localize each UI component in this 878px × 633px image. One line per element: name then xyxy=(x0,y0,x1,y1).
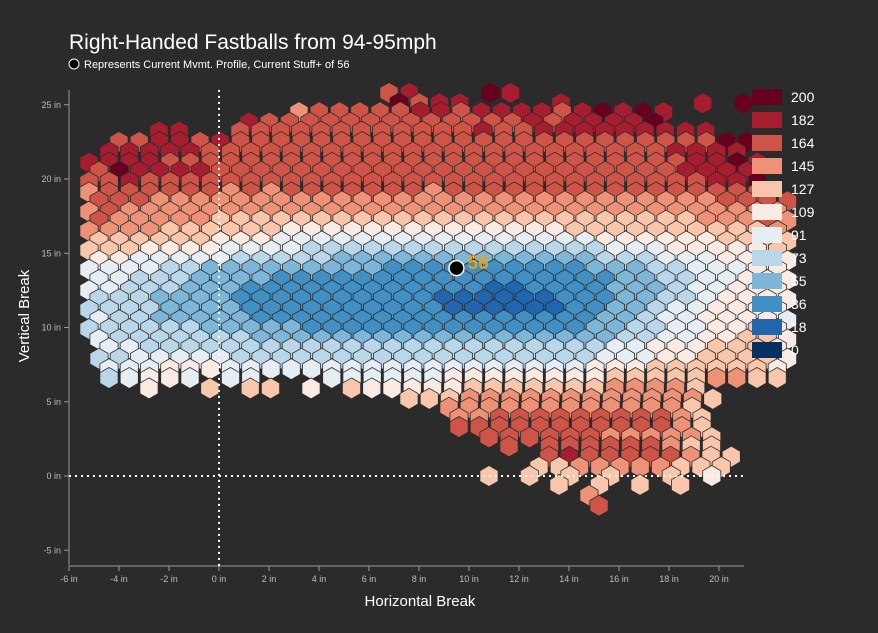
hex-bin xyxy=(139,377,159,400)
x-tick-label: 4 in xyxy=(312,574,327,584)
hex-bin xyxy=(727,367,747,389)
x-tick-label: 18 in xyxy=(659,574,679,584)
legend-label: 164 xyxy=(791,135,815,151)
legend-swatch xyxy=(752,135,782,151)
legend-swatch xyxy=(752,158,782,174)
y-tick-label: 5 in xyxy=(46,397,61,407)
x-tick-label: 16 in xyxy=(609,574,629,584)
x-tick-label: -4 in xyxy=(110,574,128,584)
legend-swatch xyxy=(752,227,782,243)
chart-subtitle: Represents Current Mvmt. Profile, Curren… xyxy=(84,59,349,71)
legend-label: 55 xyxy=(791,273,807,289)
hex-bin xyxy=(99,367,119,389)
hex-bin xyxy=(630,473,650,496)
legend-swatch xyxy=(752,273,782,289)
legend-label: 91 xyxy=(791,227,807,243)
hex-bin xyxy=(322,367,342,389)
current-point-layer: 56 xyxy=(448,253,489,277)
x-tick-label: 6 in xyxy=(362,574,377,584)
y-tick-label: -5 in xyxy=(43,545,61,555)
y-tick-label: 20 in xyxy=(41,174,61,184)
hex-bin xyxy=(160,367,180,389)
y-tick-label: 10 in xyxy=(41,323,61,333)
legend-label: 18 xyxy=(791,319,807,335)
hex-bin xyxy=(499,435,519,458)
legend-swatch xyxy=(752,342,782,358)
legend-swatch xyxy=(752,319,782,335)
hex-bin xyxy=(480,81,500,104)
x-axis-label: Horizontal Break xyxy=(365,593,476,610)
axes: -6 in -4 in -2 in 0 in 2 in 4 in 6 in 8 in 10 in… xyxy=(41,89,744,584)
y-tick-label: 15 in xyxy=(41,248,61,258)
x-tick-label: 8 in xyxy=(412,574,427,584)
x-tick-label: 20 in xyxy=(709,574,729,584)
legend-swatch xyxy=(752,181,782,197)
legend-label: 73 xyxy=(791,250,807,266)
hex-bin xyxy=(419,387,439,410)
hex-bin xyxy=(281,358,301,381)
chart-title: Right-Handed Fastballs from 94-95mph xyxy=(69,31,437,54)
legend-swatch xyxy=(752,204,782,220)
hex-bin xyxy=(747,367,767,389)
hex-bin xyxy=(382,377,402,400)
x-tick-label: -2 in xyxy=(160,574,178,584)
hex-bin xyxy=(399,387,419,410)
legend-label: 200 xyxy=(791,89,815,105)
x-tick-label: 2 in xyxy=(262,574,277,584)
x-tick-label: 10 in xyxy=(459,574,479,584)
hex-bin xyxy=(693,92,713,115)
legend-swatch xyxy=(752,296,782,312)
hex-bin xyxy=(341,377,362,400)
hex-bin xyxy=(767,367,787,389)
hex-bin xyxy=(220,367,241,389)
legend-label: 36 xyxy=(791,296,807,312)
hex-bin xyxy=(589,494,609,517)
hex-bin xyxy=(362,377,382,400)
legend-label: 0 xyxy=(791,342,799,358)
current-profile-point xyxy=(448,259,465,277)
hex-bin xyxy=(449,416,469,438)
x-tick-label: 14 in xyxy=(559,574,579,584)
reference-lines xyxy=(69,89,744,566)
legend-swatch xyxy=(752,89,782,105)
hex-bin xyxy=(703,387,723,410)
legend-swatch xyxy=(752,112,782,128)
hex-bin xyxy=(301,377,321,400)
legend-label: 109 xyxy=(791,204,815,220)
hex-bin xyxy=(119,367,139,389)
hex-bin xyxy=(733,92,753,115)
hexbin-layer xyxy=(79,81,797,517)
hex-bin xyxy=(520,465,539,487)
x-tick-label: -6 in xyxy=(60,574,78,584)
hex-bin xyxy=(671,473,690,496)
legend-label: 182 xyxy=(791,112,815,128)
x-tick-label: 12 in xyxy=(509,574,529,584)
legend-swatch xyxy=(752,250,782,266)
hex-bin xyxy=(500,81,520,104)
hex-bin xyxy=(240,377,260,400)
current-point-label: 56 xyxy=(468,253,489,274)
hex-bin xyxy=(200,377,220,400)
hex-bin xyxy=(549,473,569,496)
legend: 200 182 164 145 127 109 91 73 55 36 18 0 xyxy=(752,89,815,358)
hex-bin xyxy=(260,377,281,400)
legend-label: 127 xyxy=(791,181,815,197)
x-tick-label: 0 in xyxy=(212,574,227,584)
y-tick-label: 25 in xyxy=(41,100,61,110)
hex-bin xyxy=(479,426,499,449)
y-axis-label: Vertical Break xyxy=(16,269,33,362)
legend-label: 145 xyxy=(791,158,815,174)
y-tick-label: 0 in xyxy=(46,471,61,481)
hex-bin xyxy=(707,367,726,389)
hex-bin xyxy=(520,426,539,449)
hex-bin xyxy=(180,367,200,389)
subtitle-marker-icon xyxy=(68,58,80,70)
